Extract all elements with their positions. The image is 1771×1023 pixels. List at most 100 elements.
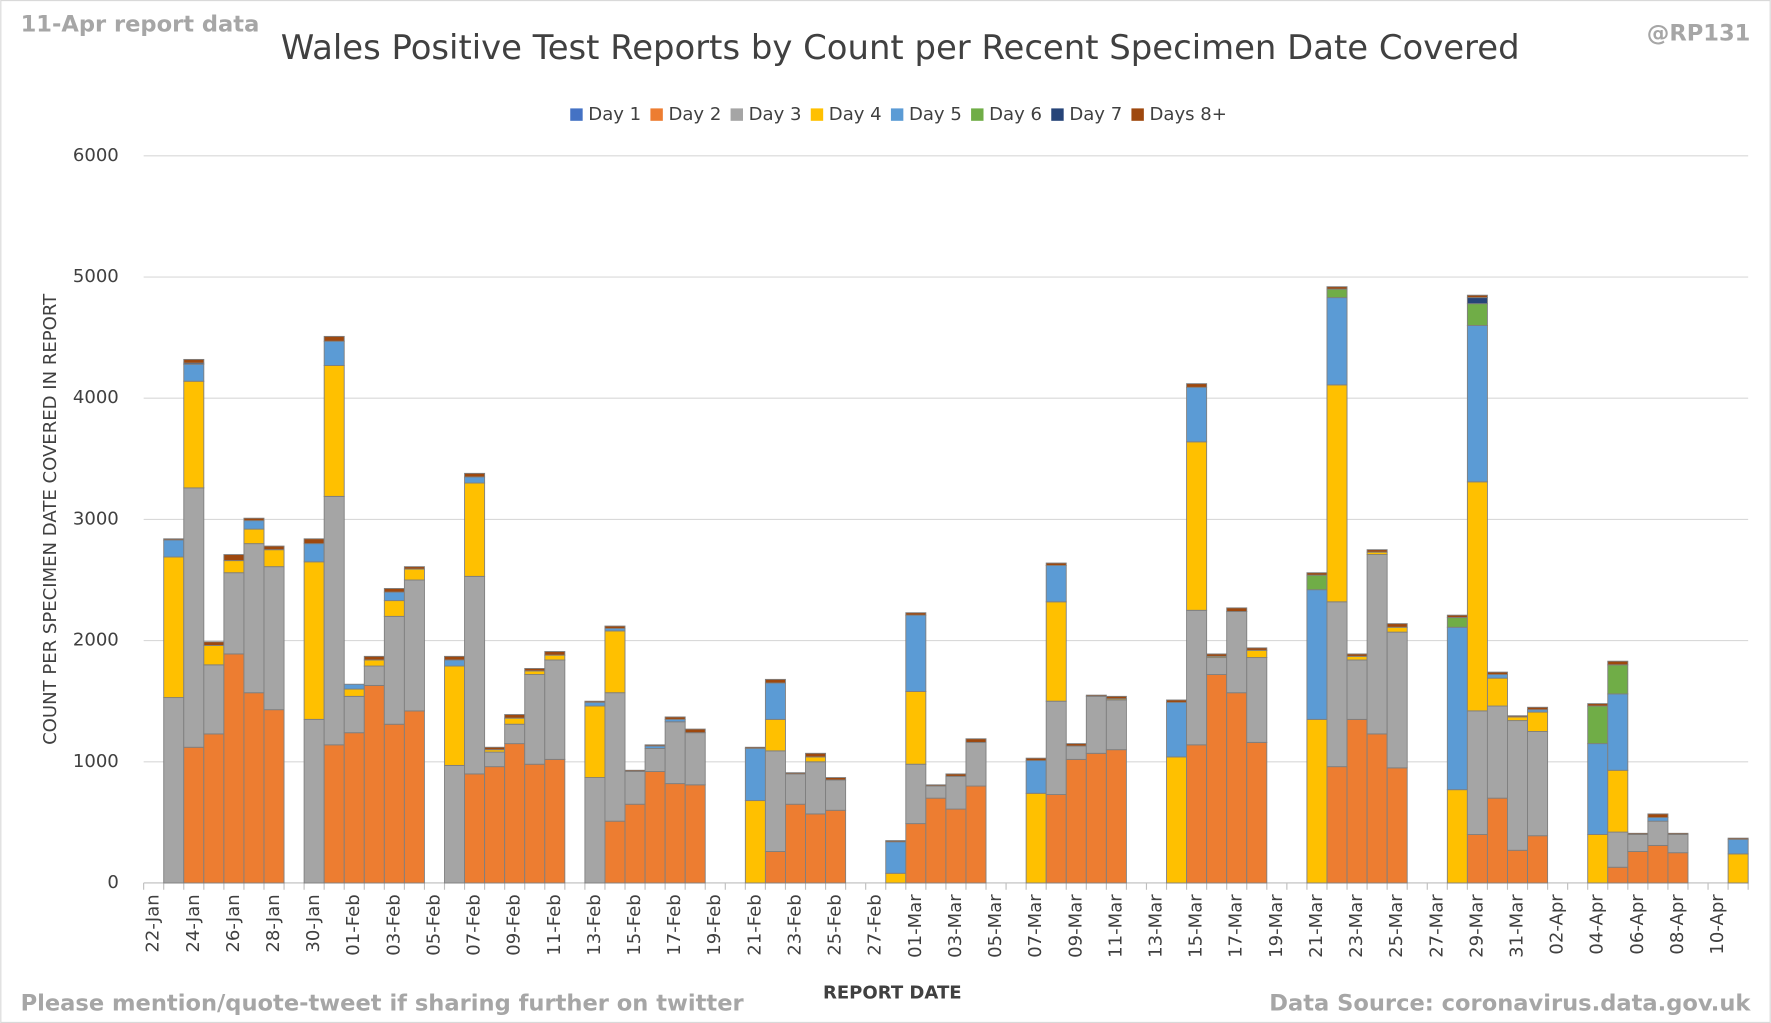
bar-segment bbox=[223, 653, 245, 884]
bar-segment bbox=[163, 697, 185, 884]
x-tick-label: 11-Feb bbox=[544, 894, 565, 955]
bar-segment bbox=[1647, 820, 1669, 846]
report-note: 11-Apr report data bbox=[21, 11, 260, 37]
legend-swatch bbox=[971, 108, 984, 121]
bar-segment bbox=[1366, 554, 1388, 735]
bar-segment bbox=[1446, 789, 1468, 884]
x-tick-label: 19-Feb bbox=[704, 894, 725, 955]
bar-segment bbox=[183, 746, 205, 884]
bar-segment bbox=[805, 756, 827, 763]
bar-segment bbox=[1386, 626, 1408, 633]
bar-segment bbox=[383, 591, 405, 602]
bar-segment bbox=[383, 615, 405, 725]
bar-segment bbox=[1246, 649, 1268, 659]
x-tick-label: 27-Mar bbox=[1426, 894, 1447, 958]
bar-segment bbox=[764, 678, 786, 684]
bar-segment bbox=[504, 714, 526, 719]
bar-segment bbox=[1186, 609, 1208, 746]
bar-segment bbox=[1446, 626, 1468, 791]
bar-segment bbox=[1466, 834, 1488, 884]
bar-segment bbox=[1647, 817, 1669, 822]
bar-segment bbox=[484, 746, 506, 751]
y-tick-label: 1000 bbox=[73, 751, 119, 772]
bar-segment bbox=[183, 363, 205, 382]
x-tick-label: 07-Mar bbox=[1025, 894, 1046, 958]
bar-segment bbox=[1366, 549, 1388, 553]
x-tick-label: 25-Mar bbox=[1386, 894, 1407, 958]
bar-segment bbox=[464, 773, 486, 884]
legend-swatch bbox=[890, 108, 904, 121]
bar-segment bbox=[744, 748, 766, 802]
bar-segment bbox=[1346, 655, 1368, 661]
bar-segment bbox=[203, 641, 225, 646]
bar-segment bbox=[303, 718, 325, 884]
bar-segment bbox=[1306, 572, 1328, 576]
legend-swatch bbox=[570, 108, 583, 121]
share-note: Please mention/quote-tweet if sharing fu… bbox=[21, 990, 745, 1016]
bar-segment bbox=[1466, 303, 1488, 326]
bar-segment bbox=[383, 600, 405, 617]
bar-segment bbox=[303, 538, 325, 545]
bar-segment bbox=[825, 779, 847, 811]
bar-segment bbox=[524, 674, 546, 765]
bar-segment bbox=[1206, 657, 1228, 675]
x-tick-label: 29-Mar bbox=[1466, 894, 1487, 958]
bar-segment bbox=[1206, 653, 1228, 657]
bar-segment bbox=[1306, 589, 1328, 720]
bar-segment bbox=[644, 748, 666, 772]
bar-segment bbox=[544, 651, 566, 656]
x-tick-label: 08-Apr bbox=[1667, 894, 1688, 955]
bar-segment bbox=[504, 723, 526, 745]
bar-segment bbox=[764, 682, 786, 720]
y-tick-label: 4000 bbox=[73, 387, 119, 408]
bar-segment bbox=[403, 566, 425, 570]
bar-segment bbox=[905, 612, 927, 616]
bar-segment bbox=[1085, 695, 1107, 754]
source-note: Data Source: coronavirus.data.gov.uk bbox=[1269, 990, 1751, 1016]
bar-segment bbox=[664, 716, 686, 720]
x-tick-label: 22-Jan bbox=[143, 894, 164, 952]
bar-segment bbox=[1627, 851, 1649, 884]
x-tick-label: 10-Apr bbox=[1707, 894, 1728, 955]
bar-segment bbox=[684, 728, 706, 734]
bar-segment bbox=[464, 472, 486, 478]
bar-segment bbox=[444, 655, 466, 661]
bar-segment bbox=[925, 797, 947, 884]
bar-segment bbox=[1527, 706, 1549, 711]
bar-segment bbox=[805, 752, 827, 758]
bar-segment bbox=[263, 549, 285, 568]
bar-segment bbox=[383, 588, 405, 593]
bar-segment bbox=[1466, 710, 1488, 835]
bar-segment bbox=[604, 625, 626, 629]
x-tick-label: 13-Feb bbox=[584, 894, 605, 955]
bar-segment bbox=[1326, 766, 1348, 884]
bar-segment bbox=[764, 750, 786, 852]
bar-segment bbox=[604, 692, 626, 822]
bar-segment bbox=[664, 721, 686, 785]
bar-segment bbox=[825, 809, 847, 884]
bar-segment bbox=[1386, 767, 1408, 884]
x-tick-label: 23-Mar bbox=[1346, 894, 1367, 958]
bar-segment bbox=[1085, 694, 1107, 697]
x-tick-label: 15-Feb bbox=[624, 894, 645, 955]
bar-segment bbox=[584, 700, 606, 703]
bar-segment bbox=[1446, 614, 1468, 619]
bar-segment bbox=[544, 659, 566, 760]
bar-segment bbox=[785, 773, 806, 805]
bar-segment bbox=[243, 517, 265, 522]
bar-segment bbox=[1025, 792, 1047, 884]
bar-segment bbox=[1045, 700, 1067, 795]
bar-segment bbox=[1507, 720, 1528, 851]
chart-title: Wales Positive Test Reports by Count per… bbox=[281, 28, 1520, 67]
bar-segment bbox=[223, 560, 245, 574]
bar-segment bbox=[785, 772, 806, 775]
bar-segment bbox=[1085, 752, 1107, 884]
legend-label: Day 2 bbox=[668, 104, 721, 125]
bar-segment bbox=[1246, 647, 1268, 651]
x-tick-label: 05-Feb bbox=[423, 894, 444, 955]
x-tick-label: 21-Feb bbox=[744, 894, 765, 955]
bar-segment bbox=[1647, 813, 1669, 818]
y-tick-label: 3000 bbox=[73, 508, 119, 529]
bar-segment bbox=[1527, 835, 1549, 884]
